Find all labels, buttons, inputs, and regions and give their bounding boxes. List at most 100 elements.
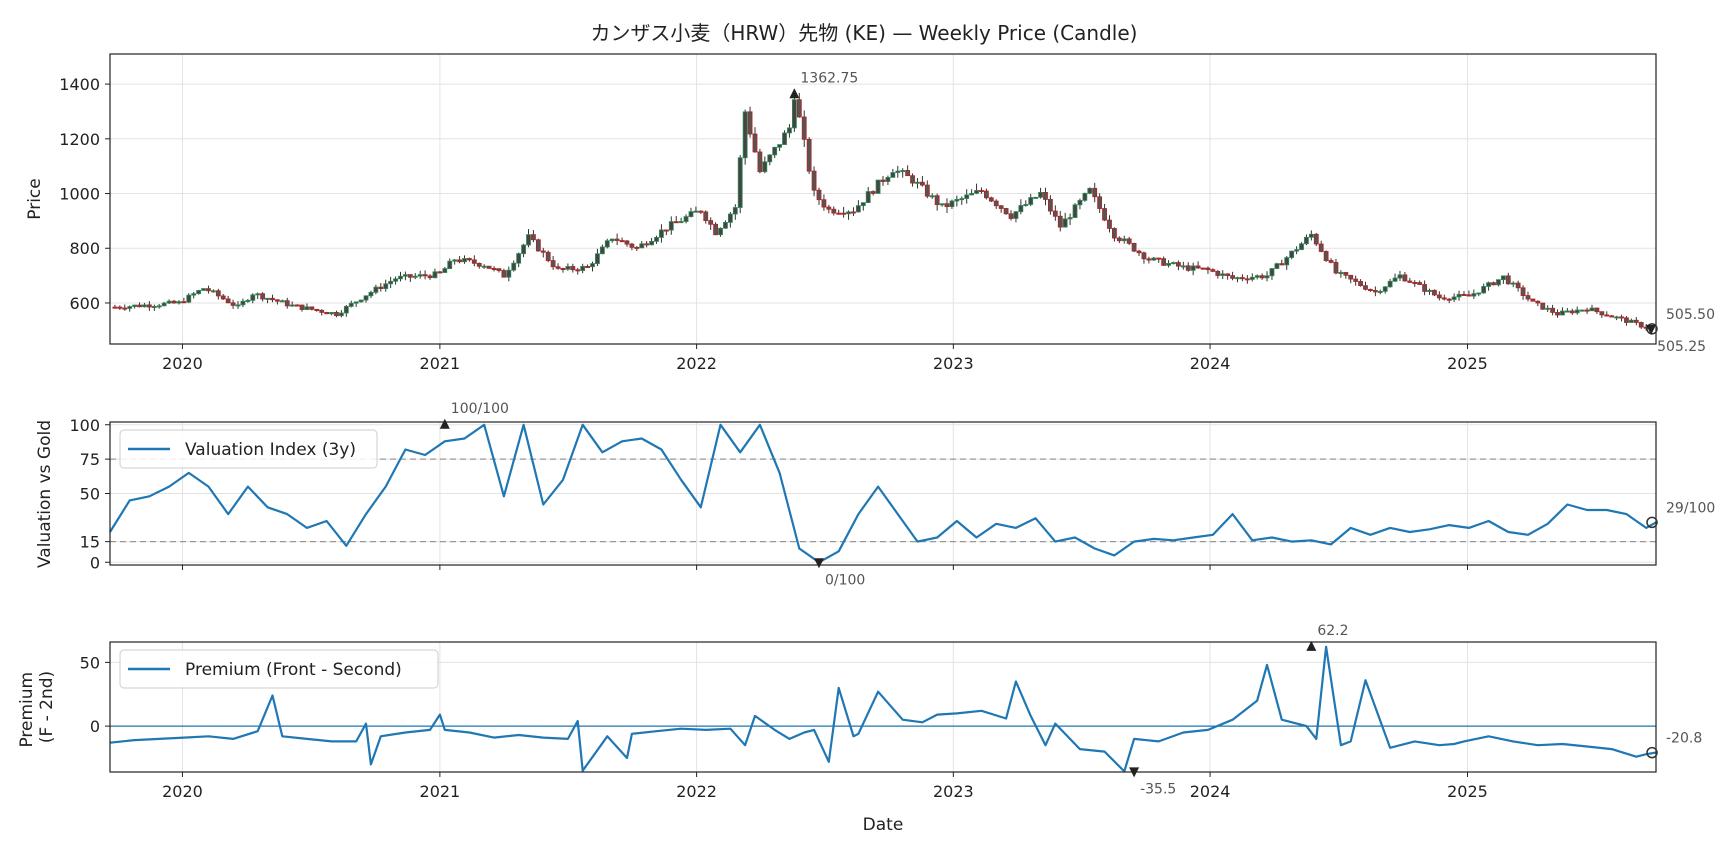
candle-body: [1240, 277, 1245, 280]
premium-axes-frame: [109, 641, 1657, 773]
candle-body: [1171, 262, 1176, 265]
candle-body: [358, 299, 364, 303]
candle-body: [678, 221, 684, 224]
x-tick-label: 2021: [420, 354, 461, 373]
candle-body: [545, 251, 551, 261]
candle-body: [1126, 238, 1132, 244]
candle-body: [708, 220, 714, 225]
candle-body: [890, 172, 896, 178]
candle-body: [407, 274, 413, 278]
candle-body: [250, 294, 256, 301]
candle-body: [1353, 278, 1359, 282]
x-tick-label: 2024: [1190, 354, 1231, 373]
y-tick-label: 600: [69, 294, 100, 313]
candle-body: [1294, 249, 1299, 252]
candle-body: [1363, 285, 1368, 290]
candle-body: [1412, 282, 1418, 285]
candle-body: [1633, 319, 1639, 323]
candle-body: [1156, 257, 1162, 260]
candle-body: [1141, 252, 1147, 260]
candle-body: [245, 299, 251, 302]
candle-body: [1407, 280, 1413, 283]
candle-body: [791, 99, 797, 129]
candle-body: [1343, 272, 1349, 276]
candle-body: [1136, 250, 1142, 254]
premium-ticks: 2020 2021 2022 2023 2024 2025 0 50: [80, 653, 1488, 801]
candle-body: [511, 262, 517, 271]
candle-body: [1038, 192, 1043, 198]
candle-body: [393, 278, 398, 282]
candle-body: [491, 268, 497, 271]
candle-body: [1195, 265, 1201, 269]
y-tick-label: 1400: [59, 75, 100, 94]
candle-body: [486, 265, 492, 269]
annotation-label: -35.5: [1140, 781, 1176, 797]
candle-body: [334, 312, 339, 317]
annotation-label: 62.2: [1317, 623, 1348, 639]
candle-body: [146, 304, 152, 308]
candle-body: [304, 306, 310, 310]
candle-body: [1235, 277, 1240, 280]
candle-body: [575, 269, 581, 272]
candle-body: [1560, 310, 1565, 316]
last-value-marker: [1646, 516, 1658, 529]
candle-body: [1614, 316, 1620, 319]
candle-body: [668, 221, 674, 231]
candle-body: [1176, 262, 1181, 267]
candle-body: [1422, 284, 1427, 292]
candle-body: [831, 208, 837, 214]
candle-body: [1530, 298, 1536, 302]
premium-ylabel: Premium (F - 2nd): [17, 666, 57, 747]
x-tick-label: 2021: [420, 782, 461, 801]
candle-body: [924, 184, 930, 197]
candle-body: [1254, 275, 1260, 278]
premium-panel: 2020 2021 2022 2023 2024 2025 0 50 Premium (F -…: [17, 623, 1702, 835]
candle-body: [993, 200, 999, 207]
candle-body: [363, 295, 369, 301]
candle-body: [836, 212, 842, 215]
candle-body: [417, 274, 423, 277]
price-candles: [112, 92, 1654, 331]
candle-body: [649, 240, 654, 246]
candle-body: [284, 300, 290, 307]
candle-body: [796, 99, 802, 118]
candle-body: [398, 275, 403, 280]
candle-body: [1510, 282, 1516, 285]
candle-body: [1264, 275, 1270, 279]
candle-body: [1436, 294, 1442, 299]
candle-body: [1461, 293, 1467, 296]
candle-body: [1121, 238, 1127, 242]
candle-body: [1550, 307, 1556, 313]
candle-body: [1146, 258, 1152, 261]
x-tick-label: 2022: [676, 782, 717, 801]
candle-body: [526, 234, 531, 246]
candle-body: [1013, 211, 1019, 219]
premium-series: [109, 645, 1657, 773]
candle-body: [1313, 233, 1319, 245]
min-marker: [813, 558, 824, 569]
premium-ylabel-line2: (F - 2nd): [37, 671, 57, 743]
candle-body: [1200, 267, 1206, 270]
candle-body: [663, 229, 669, 232]
candle-body: [230, 302, 236, 306]
last-value-marker: [1646, 323, 1658, 335]
candle-body: [772, 146, 778, 156]
candle-body: [378, 286, 384, 290]
candle-body: [462, 258, 467, 263]
annotation-label: 1362.75: [800, 70, 858, 86]
candle-body: [703, 211, 709, 221]
x-tick-label: 2023: [933, 354, 974, 373]
candle-body: [1082, 192, 1088, 201]
candle-body: [319, 309, 325, 313]
candle-body: [329, 312, 334, 315]
candle-body: [727, 213, 733, 223]
candle-body: [855, 205, 861, 213]
candle-body: [348, 302, 354, 307]
candle-body: [1599, 311, 1605, 316]
candle-body: [442, 268, 448, 273]
candle-body: [1471, 293, 1477, 297]
candle-body: [1564, 310, 1570, 313]
candle-body: [944, 203, 950, 208]
candle-body: [206, 288, 211, 292]
candle-body: [1043, 192, 1048, 200]
